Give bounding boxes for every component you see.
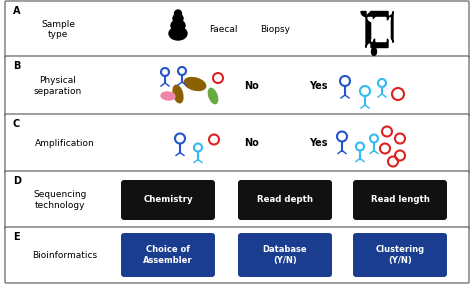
Ellipse shape [173,85,183,103]
FancyBboxPatch shape [353,233,447,277]
Ellipse shape [173,14,183,23]
Text: C: C [13,119,20,129]
Ellipse shape [169,27,187,40]
FancyBboxPatch shape [5,56,469,116]
FancyBboxPatch shape [5,227,469,283]
FancyBboxPatch shape [238,180,332,220]
Text: No: No [245,81,259,91]
Ellipse shape [161,92,175,100]
Text: Read length: Read length [371,195,429,204]
FancyBboxPatch shape [353,180,447,220]
Text: Yes: Yes [309,81,327,91]
Ellipse shape [209,88,218,104]
Ellipse shape [171,20,185,31]
FancyBboxPatch shape [5,114,469,173]
Text: Clustering
(Y/N): Clustering (Y/N) [375,245,425,265]
Text: Biopsy: Biopsy [260,25,290,34]
FancyBboxPatch shape [5,171,469,229]
Polygon shape [361,11,393,47]
Text: D: D [13,176,21,186]
Text: Amplification: Amplification [35,139,95,148]
FancyBboxPatch shape [121,180,215,220]
Ellipse shape [184,78,206,91]
FancyBboxPatch shape [5,1,469,58]
FancyBboxPatch shape [238,233,332,277]
Text: Faecal: Faecal [209,25,237,34]
Text: Read depth: Read depth [257,195,313,204]
Text: Physical
separation: Physical separation [34,76,82,96]
Text: E: E [13,232,19,242]
Text: Database
(Y/N): Database (Y/N) [263,245,307,265]
Text: Sequencing
technology: Sequencing technology [33,190,87,210]
Text: A: A [13,6,20,16]
Text: Sample
type: Sample type [41,20,75,39]
FancyBboxPatch shape [121,233,215,277]
Text: Yes: Yes [309,139,327,149]
Text: B: B [13,61,20,71]
Text: No: No [245,139,259,149]
Ellipse shape [174,10,182,17]
Ellipse shape [372,47,376,55]
Text: Chemistry: Chemistry [143,195,193,204]
Text: Bioinformatics: Bioinformatics [32,250,98,260]
Polygon shape [368,18,390,41]
Text: Choice of
Assembler: Choice of Assembler [143,245,193,265]
